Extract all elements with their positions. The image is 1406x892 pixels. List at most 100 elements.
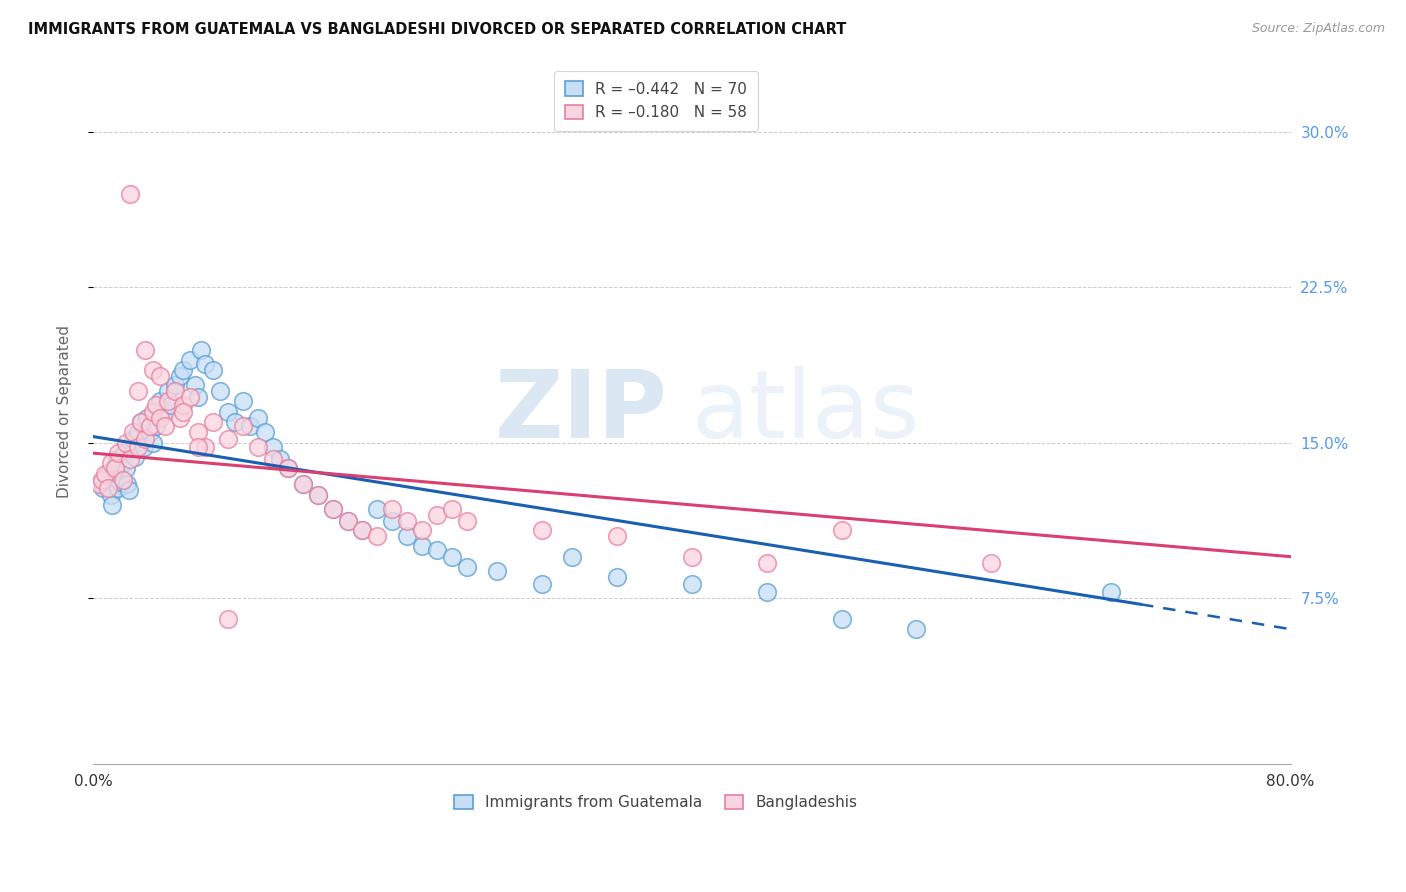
Point bbox=[101, 498, 124, 512]
Point bbox=[153, 405, 176, 419]
Point bbox=[381, 515, 404, 529]
Point bbox=[1099, 585, 1122, 599]
Point bbox=[142, 405, 165, 419]
Point bbox=[336, 515, 359, 529]
Point bbox=[561, 549, 583, 564]
Point bbox=[172, 399, 194, 413]
Point bbox=[531, 523, 554, 537]
Point bbox=[122, 432, 145, 446]
Point bbox=[209, 384, 232, 398]
Point bbox=[114, 446, 136, 460]
Point bbox=[118, 483, 141, 498]
Text: atlas: atlas bbox=[692, 366, 920, 458]
Point bbox=[322, 502, 344, 516]
Point bbox=[396, 515, 419, 529]
Y-axis label: Divorced or Separated: Divorced or Separated bbox=[58, 326, 72, 499]
Point bbox=[531, 576, 554, 591]
Point bbox=[456, 515, 478, 529]
Point bbox=[142, 435, 165, 450]
Point bbox=[606, 529, 628, 543]
Point bbox=[755, 556, 778, 570]
Point bbox=[149, 369, 172, 384]
Point bbox=[277, 460, 299, 475]
Point bbox=[120, 187, 142, 202]
Point bbox=[217, 612, 239, 626]
Point bbox=[456, 560, 478, 574]
Point bbox=[104, 460, 127, 475]
Point bbox=[201, 415, 224, 429]
Point bbox=[291, 477, 314, 491]
Point bbox=[104, 471, 127, 485]
Point bbox=[115, 460, 138, 475]
Point bbox=[89, 477, 111, 491]
Point bbox=[127, 384, 149, 398]
Point bbox=[87, 477, 110, 491]
Point bbox=[129, 415, 152, 429]
Point bbox=[169, 411, 191, 425]
Point bbox=[254, 425, 277, 440]
Point bbox=[980, 556, 1002, 570]
Point bbox=[905, 622, 928, 636]
Point bbox=[132, 440, 155, 454]
Point bbox=[441, 549, 464, 564]
Point bbox=[153, 419, 176, 434]
Point bbox=[160, 399, 183, 413]
Point bbox=[381, 502, 404, 516]
Point bbox=[120, 440, 142, 454]
Text: IMMIGRANTS FROM GUATEMALA VS BANGLADESHI DIVORCED OR SEPARATED CORRELATION CHART: IMMIGRANTS FROM GUATEMALA VS BANGLADESHI… bbox=[28, 22, 846, 37]
Point bbox=[179, 390, 201, 404]
Point bbox=[100, 457, 122, 471]
Point bbox=[111, 473, 134, 487]
Point bbox=[831, 612, 853, 626]
Point bbox=[103, 460, 125, 475]
Point bbox=[145, 399, 167, 413]
Point bbox=[145, 419, 167, 434]
Point bbox=[105, 452, 128, 467]
Point bbox=[165, 377, 187, 392]
Point bbox=[187, 440, 209, 454]
Point bbox=[411, 523, 433, 537]
Point bbox=[441, 502, 464, 516]
Point bbox=[366, 529, 388, 543]
Point bbox=[307, 487, 329, 501]
Point bbox=[187, 425, 209, 440]
Point bbox=[262, 452, 284, 467]
Point bbox=[127, 440, 149, 454]
Point bbox=[115, 435, 138, 450]
Point bbox=[239, 419, 262, 434]
Point bbox=[169, 369, 191, 384]
Point bbox=[97, 467, 120, 481]
Point bbox=[269, 452, 291, 467]
Point bbox=[426, 543, 449, 558]
Point bbox=[120, 452, 142, 467]
Point bbox=[262, 440, 284, 454]
Point bbox=[139, 419, 162, 434]
Point bbox=[681, 576, 703, 591]
Point bbox=[179, 353, 201, 368]
Point bbox=[122, 425, 145, 440]
Text: Source: ZipAtlas.com: Source: ZipAtlas.com bbox=[1251, 22, 1385, 36]
Point bbox=[277, 460, 299, 475]
Point bbox=[352, 523, 374, 537]
Point bbox=[135, 411, 157, 425]
Point bbox=[111, 457, 134, 471]
Point bbox=[246, 440, 269, 454]
Point bbox=[217, 405, 239, 419]
Point bbox=[172, 363, 194, 377]
Point bbox=[156, 384, 179, 398]
Point bbox=[322, 502, 344, 516]
Text: ZIP: ZIP bbox=[495, 366, 668, 458]
Point bbox=[291, 477, 314, 491]
Point bbox=[187, 390, 209, 404]
Point bbox=[149, 394, 172, 409]
Point bbox=[91, 473, 114, 487]
Point bbox=[107, 481, 129, 495]
Point bbox=[411, 539, 433, 553]
Point bbox=[129, 415, 152, 429]
Point bbox=[94, 467, 117, 481]
Legend: Immigrants from Guatemala, Bangladeshis: Immigrants from Guatemala, Bangladeshis bbox=[449, 789, 863, 816]
Point bbox=[149, 411, 172, 425]
Point bbox=[232, 419, 254, 434]
Point bbox=[232, 394, 254, 409]
Point bbox=[190, 343, 212, 357]
